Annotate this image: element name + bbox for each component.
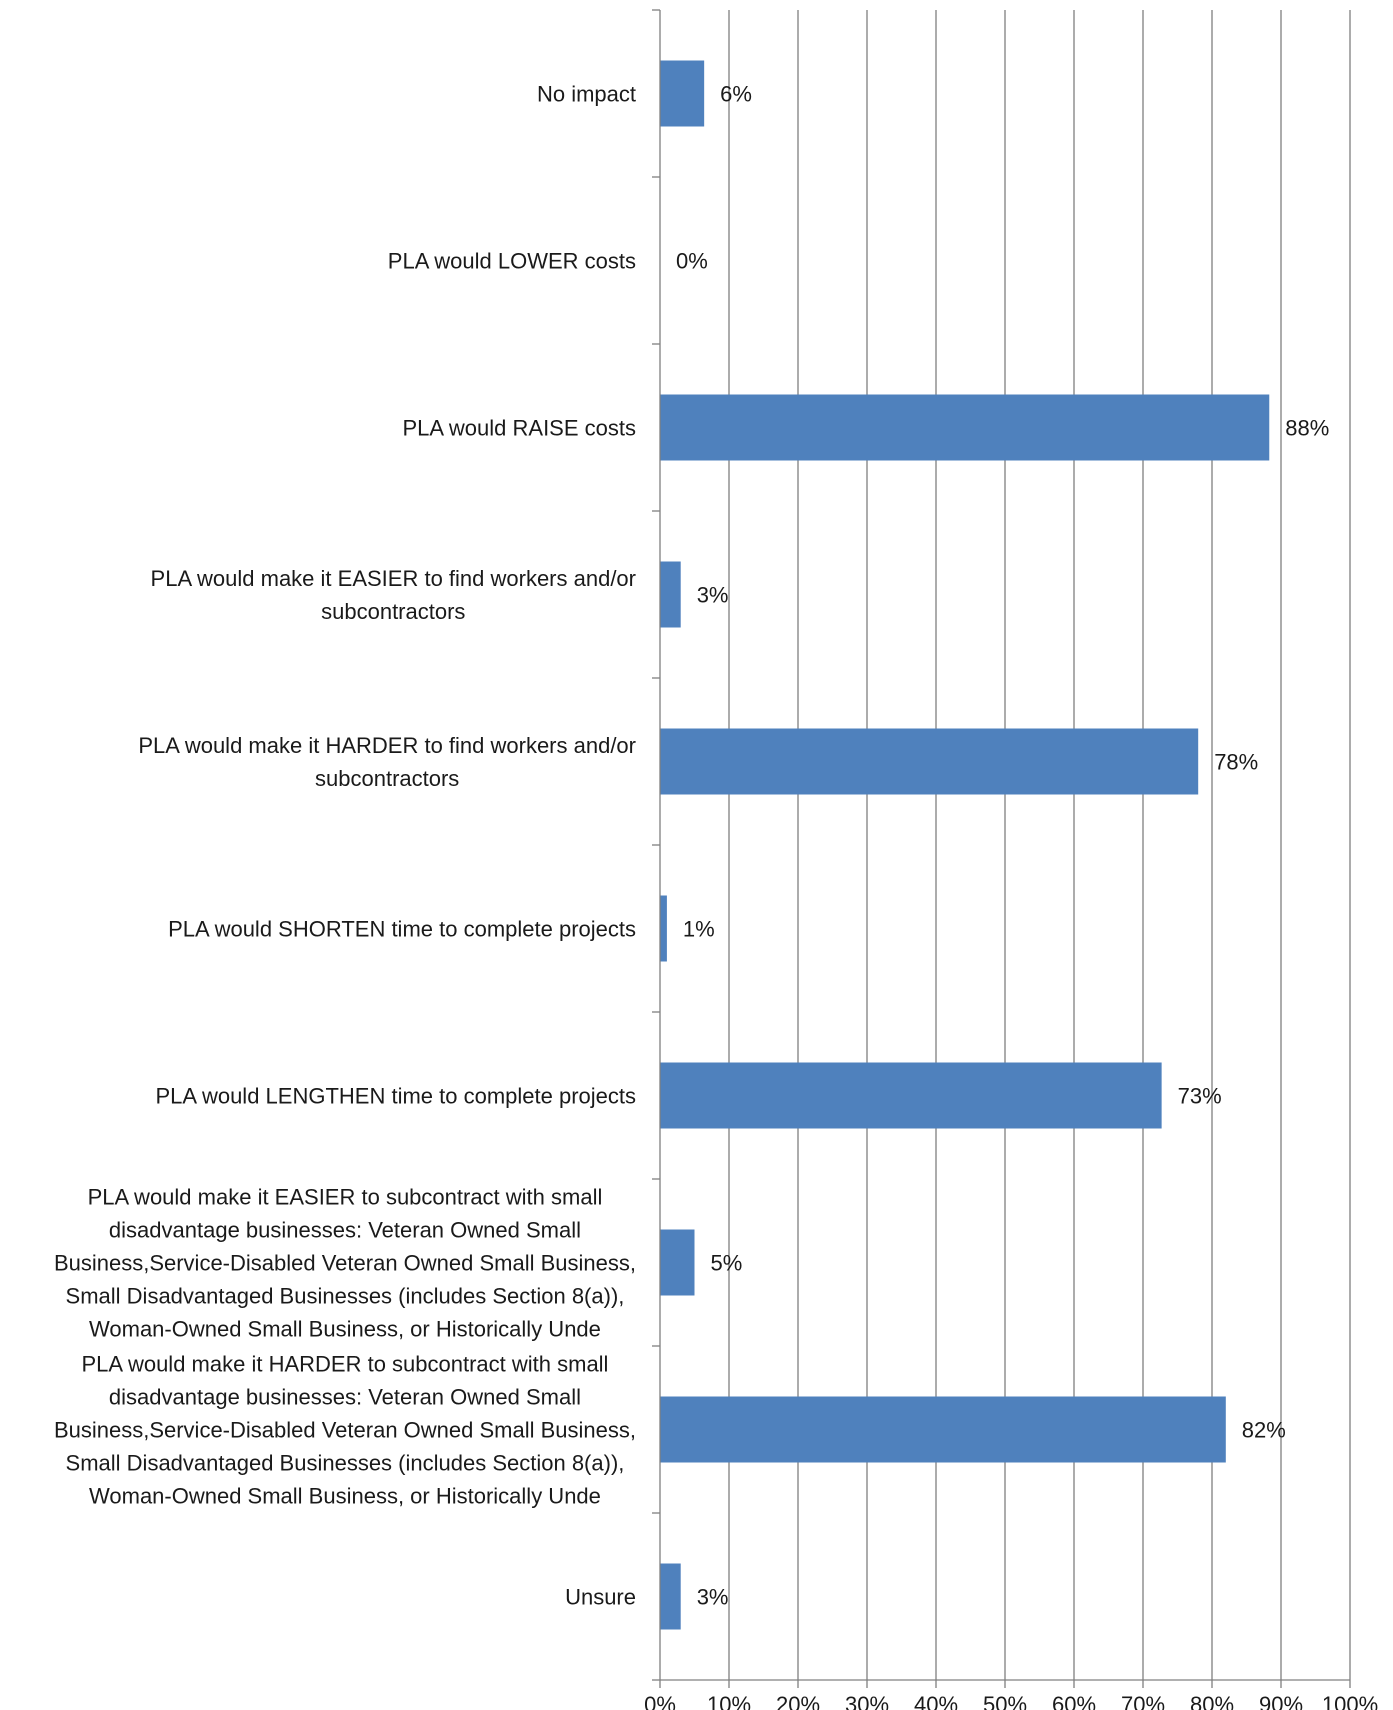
bar (660, 60, 705, 127)
category-label-line: Small Disadvantaged Businesses (includes… (66, 1284, 625, 1309)
category-label: Unsure (565, 1585, 636, 1610)
category-label-line: PLA would make it HARDER to subcontract … (81, 1352, 608, 1377)
category-label: No impact (537, 82, 636, 107)
data-label: 3% (697, 583, 729, 608)
bar (660, 728, 1199, 795)
category-label-line: PLA would LENGTHEN time to complete proj… (155, 1084, 636, 1109)
data-label: 88% (1285, 416, 1329, 441)
category-label-line: No impact (537, 82, 636, 107)
category-label: PLA would SHORTEN time to complete proje… (168, 917, 636, 942)
x-tick-label: 90% (1259, 1692, 1303, 1710)
bar (660, 561, 681, 628)
data-label: 3% (697, 1585, 729, 1610)
bar-layer (660, 60, 1270, 1630)
data-label: 78% (1214, 750, 1258, 775)
category-label-line: Business,Service-Disabled Veteran Owned … (54, 1418, 636, 1443)
category-label: PLA would make it EASIER to find workers… (151, 566, 636, 624)
bar (660, 1229, 695, 1296)
category-label: PLA would make it HARDER to find workers… (138, 733, 636, 791)
x-tick-label: 60% (1052, 1692, 1096, 1710)
data-label: 6% (720, 82, 752, 107)
category-label-line: disadvantage businesses: Veteran Owned S… (109, 1385, 581, 1410)
category-label-line: Small Disadvantaged Businesses (includes… (66, 1451, 625, 1476)
x-tick-label: 70% (1121, 1692, 1165, 1710)
bar (660, 394, 1270, 461)
category-label-line: PLA would make it HARDER to find workers… (138, 733, 636, 758)
x-tick-label: 10% (707, 1692, 751, 1710)
category-label: PLA would RAISE costs (402, 416, 636, 441)
category-label-line: subcontractors (315, 766, 459, 791)
x-tick-label: 50% (983, 1692, 1027, 1710)
x-tick-label: 80% (1190, 1692, 1234, 1710)
x-tick-label: 20% (776, 1692, 820, 1710)
bar (660, 1062, 1162, 1129)
category-label-line: subcontractors (321, 599, 465, 624)
data-label: 73% (1178, 1084, 1222, 1109)
label-layer: 0% 10% 20% 30% 40% 50% 60% 70% 80% 90% 100% 6% No im… (54, 82, 1378, 1710)
category-label: PLA would make it HARDER to subcontract … (54, 1352, 636, 1509)
bar (660, 895, 667, 962)
category-label-line: PLA would RAISE costs (402, 416, 636, 441)
category-label-line: disadvantage businesses: Veteran Owned S… (109, 1218, 581, 1243)
x-tick-label: 40% (914, 1692, 958, 1710)
category-label-line: Unsure (565, 1585, 636, 1610)
data-label: 0% (676, 249, 708, 274)
category-label: PLA would LENGTHEN time to complete proj… (155, 1084, 636, 1109)
data-label: 82% (1242, 1418, 1286, 1443)
grid-layer (728, 10, 1351, 1680)
bar (660, 1563, 681, 1630)
category-label-line: PLA would SHORTEN time to complete proje… (168, 917, 636, 942)
category-label-line: PLA would make it EASIER to find workers… (151, 566, 636, 591)
x-tick-label: 0% (644, 1692, 676, 1710)
x-tick-label: 100% (1322, 1692, 1378, 1710)
data-label: 5% (711, 1251, 743, 1276)
category-label-line: PLA would make it EASIER to subcontract … (88, 1185, 603, 1210)
category-label-line: PLA would LOWER costs (388, 249, 636, 274)
category-label-line: Woman-Owned Small Business, or Historica… (89, 1484, 601, 1509)
x-tick-label: 30% (845, 1692, 889, 1710)
data-label: 1% (683, 917, 715, 942)
category-label: PLA would LOWER costs (388, 249, 636, 274)
category-label: PLA would make it EASIER to subcontract … (54, 1185, 636, 1342)
axis-layer (652, 9, 1351, 1688)
category-label-line: Woman-Owned Small Business, or Historica… (89, 1317, 601, 1342)
category-label-line: Business,Service-Disabled Veteran Owned … (54, 1251, 636, 1276)
bar (660, 1396, 1226, 1463)
